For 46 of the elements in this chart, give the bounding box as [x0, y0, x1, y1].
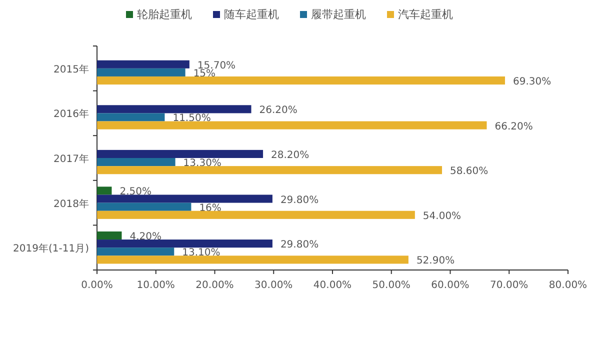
- data-label: 52.90%: [416, 256, 455, 267]
- bar: [97, 210, 415, 219]
- x-tick-label: 20.00%: [196, 280, 234, 291]
- legend-label: 履带起重机: [311, 8, 366, 21]
- bar: [97, 150, 264, 158]
- x-tick-label: 60.00%: [431, 280, 470, 291]
- bar: [97, 240, 272, 248]
- bar: [97, 256, 408, 264]
- legend-label: 轮胎起重机: [137, 8, 192, 21]
- x-tick-label: 0.00%: [81, 280, 113, 291]
- data-label: 29.80%: [280, 194, 319, 206]
- bar: [97, 113, 165, 122]
- data-label: 16%: [199, 202, 222, 214]
- y-tick-label: 2017年: [54, 153, 89, 165]
- y-tick-label: 2015年: [54, 63, 89, 76]
- bar: [97, 231, 122, 240]
- y-tick-label: 2018年: [54, 198, 89, 210]
- bar: [97, 248, 174, 256]
- bar: [97, 76, 506, 85]
- x-tick-label: 50.00%: [372, 280, 410, 291]
- data-label: 54.00%: [422, 210, 462, 222]
- x-tick-label: 30.00%: [254, 280, 293, 291]
- bar: [97, 68, 186, 76]
- y-tick-label: 2019年(1-11月): [13, 242, 90, 255]
- x-tick-label: 10.00%: [136, 280, 175, 291]
- x-tick-label: 40.00%: [313, 280, 352, 291]
- bar: [97, 186, 112, 195]
- data-label: 15%: [193, 68, 216, 80]
- legend-label: 随车起重机: [224, 8, 279, 21]
- bar: [97, 105, 252, 114]
- bar: [97, 60, 190, 68]
- bar: [97, 121, 487, 130]
- data-label: 29.80%: [280, 240, 319, 251]
- legend-label: 汽车起重机: [398, 8, 453, 21]
- data-label: 28.20%: [271, 150, 310, 161]
- data-label: 58.60%: [450, 166, 488, 178]
- y-tick-label: 2016年: [54, 108, 89, 120]
- bar: [97, 194, 272, 203]
- data-label: 26.20%: [259, 105, 298, 116]
- data-label: 69.30%: [513, 76, 552, 88]
- bar: [97, 202, 192, 211]
- bar: [97, 166, 442, 174]
- bar: [97, 158, 176, 166]
- x-tick-label: 70.00%: [490, 280, 528, 291]
- x-tick-label: 80.00%: [548, 280, 588, 291]
- data-label: 66.20%: [494, 121, 533, 132]
